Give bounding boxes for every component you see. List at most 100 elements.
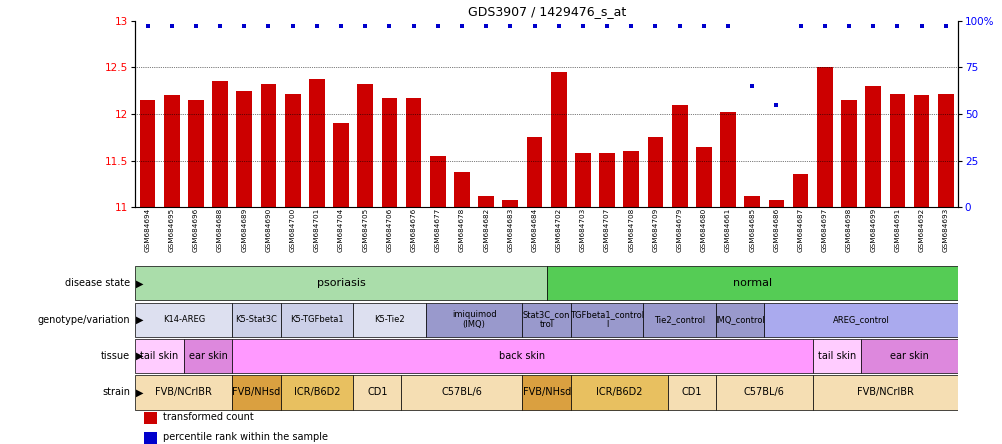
Text: GSM684704: GSM684704 bbox=[338, 207, 344, 252]
FancyBboxPatch shape bbox=[135, 375, 231, 410]
FancyBboxPatch shape bbox=[425, 302, 522, 337]
Point bbox=[139, 22, 155, 29]
Bar bbox=[261, 84, 276, 207]
Bar bbox=[309, 79, 325, 207]
FancyBboxPatch shape bbox=[353, 375, 401, 410]
Text: Tie2_control: Tie2_control bbox=[653, 315, 704, 324]
Text: GSM684677: GSM684677 bbox=[434, 207, 440, 252]
Point bbox=[598, 22, 614, 29]
Bar bbox=[889, 94, 905, 207]
Title: GDS3907 / 1429476_s_at: GDS3907 / 1429476_s_at bbox=[467, 5, 625, 18]
Bar bbox=[574, 153, 590, 207]
Bar bbox=[502, 200, 518, 207]
Bar bbox=[550, 72, 566, 207]
Bar bbox=[817, 67, 832, 207]
Point bbox=[285, 22, 301, 29]
Text: IMQ_control: IMQ_control bbox=[714, 315, 765, 324]
Text: strain: strain bbox=[102, 388, 130, 397]
Text: tissue: tissue bbox=[101, 351, 130, 361]
Text: GSM684684: GSM684684 bbox=[531, 207, 537, 252]
Bar bbox=[671, 105, 686, 207]
Point bbox=[357, 22, 373, 29]
Bar bbox=[163, 95, 179, 207]
Point bbox=[211, 22, 227, 29]
Point bbox=[913, 22, 929, 29]
Point bbox=[236, 22, 253, 29]
Text: GSM684676: GSM684676 bbox=[410, 207, 416, 252]
FancyBboxPatch shape bbox=[667, 375, 715, 410]
Bar bbox=[143, 432, 156, 444]
Text: FVB/NHsd: FVB/NHsd bbox=[232, 388, 281, 397]
Point bbox=[261, 22, 277, 29]
Text: ear skin: ear skin bbox=[188, 351, 227, 361]
FancyBboxPatch shape bbox=[231, 302, 281, 337]
Text: percentile rank within the sample: percentile rank within the sample bbox=[163, 432, 328, 442]
Text: FVB/NCrIBR: FVB/NCrIBR bbox=[856, 388, 913, 397]
Text: ▶: ▶ bbox=[136, 315, 143, 325]
Text: GSM684693: GSM684693 bbox=[942, 207, 948, 252]
Text: GSM684685: GSM684685 bbox=[748, 207, 755, 252]
Text: ▶: ▶ bbox=[136, 278, 143, 288]
Bar bbox=[743, 196, 760, 207]
Text: ear skin: ear skin bbox=[889, 351, 928, 361]
Text: psoriasis: psoriasis bbox=[317, 278, 365, 288]
Text: transformed count: transformed count bbox=[163, 412, 254, 422]
Bar bbox=[865, 86, 880, 207]
Text: GSM684701: GSM684701 bbox=[314, 207, 320, 252]
Text: K5-Stat3C: K5-Stat3C bbox=[235, 315, 277, 324]
FancyBboxPatch shape bbox=[135, 339, 183, 373]
Point bbox=[840, 22, 856, 29]
Point bbox=[550, 22, 566, 29]
Text: GSM684706: GSM684706 bbox=[386, 207, 392, 252]
Point bbox=[502, 22, 518, 29]
Text: GSM684682: GSM684682 bbox=[483, 207, 489, 252]
Point bbox=[454, 22, 470, 29]
Point bbox=[671, 22, 687, 29]
Point bbox=[405, 22, 421, 29]
Bar bbox=[647, 138, 662, 207]
Text: TGFbeta1_control
l: TGFbeta1_control l bbox=[569, 310, 643, 329]
Bar bbox=[143, 412, 156, 424]
FancyBboxPatch shape bbox=[401, 375, 522, 410]
FancyBboxPatch shape bbox=[715, 302, 764, 337]
Text: GSM684687: GSM684687 bbox=[797, 207, 803, 252]
Text: K5-Tie2: K5-Tie2 bbox=[374, 315, 405, 324]
Text: GSM684708: GSM684708 bbox=[627, 207, 633, 252]
Text: normal: normal bbox=[731, 278, 772, 288]
Bar bbox=[598, 153, 614, 207]
Point bbox=[792, 22, 808, 29]
Text: FVB/NHsd: FVB/NHsd bbox=[522, 388, 570, 397]
FancyBboxPatch shape bbox=[812, 375, 957, 410]
Bar bbox=[187, 100, 203, 207]
Text: ▶: ▶ bbox=[136, 388, 143, 397]
Text: GSM684678: GSM684678 bbox=[459, 207, 465, 252]
Text: GSM684709: GSM684709 bbox=[652, 207, 658, 252]
FancyBboxPatch shape bbox=[183, 339, 231, 373]
Text: FVB/NCrIBR: FVB/NCrIBR bbox=[155, 388, 212, 397]
Text: GSM684700: GSM684700 bbox=[290, 207, 296, 252]
Text: GSM684679: GSM684679 bbox=[676, 207, 682, 252]
Text: K5-TGFbeta1: K5-TGFbeta1 bbox=[290, 315, 344, 324]
Bar bbox=[285, 94, 301, 207]
Bar bbox=[381, 98, 397, 207]
Text: GSM684702: GSM684702 bbox=[555, 207, 561, 252]
Point bbox=[719, 22, 735, 29]
Text: back skin: back skin bbox=[499, 351, 545, 361]
FancyBboxPatch shape bbox=[546, 266, 957, 301]
Point bbox=[163, 22, 179, 29]
Text: tail skin: tail skin bbox=[817, 351, 855, 361]
Text: C57BL/6: C57BL/6 bbox=[743, 388, 784, 397]
Text: CD1: CD1 bbox=[680, 388, 701, 397]
Point bbox=[309, 22, 325, 29]
FancyBboxPatch shape bbox=[522, 302, 570, 337]
FancyBboxPatch shape bbox=[231, 375, 281, 410]
Text: ICR/B6D2: ICR/B6D2 bbox=[595, 388, 642, 397]
FancyBboxPatch shape bbox=[281, 375, 353, 410]
Text: GSM684703: GSM684703 bbox=[579, 207, 585, 252]
Point bbox=[478, 22, 494, 29]
Point bbox=[333, 22, 349, 29]
FancyBboxPatch shape bbox=[353, 302, 425, 337]
Bar bbox=[841, 100, 856, 207]
Bar bbox=[454, 172, 469, 207]
FancyBboxPatch shape bbox=[135, 266, 546, 301]
